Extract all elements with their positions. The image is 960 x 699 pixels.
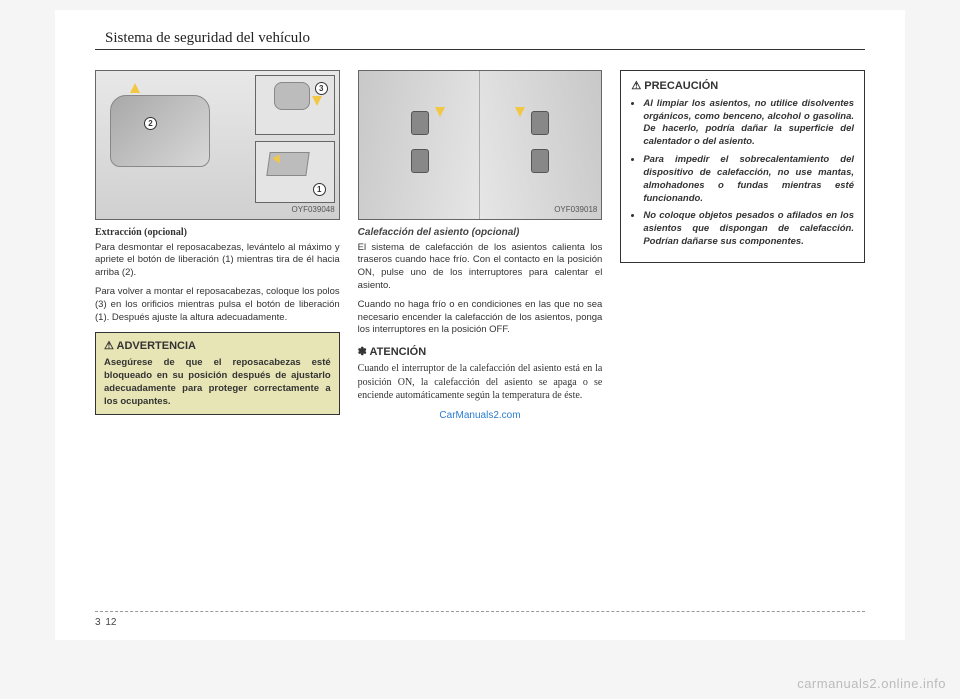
para-extract-1: Para desmontar el reposacabezas, levánte… — [95, 242, 340, 280]
warning-title: ADVERTENCIA — [104, 339, 331, 354]
page-num: 12 — [105, 617, 116, 628]
para-heater-2: Cuando no haga frío o en condiciones en … — [358, 299, 603, 337]
caution-box: PRECAUCIÓN Al limpiar los asientos, no u… — [620, 70, 865, 263]
arrow-down-r-icon — [515, 107, 525, 117]
marker-1: 1 — [313, 183, 326, 196]
chapter-number: 3 — [95, 617, 101, 628]
marker-2: 2 — [144, 117, 157, 130]
attention-title: ATENCIÓN — [358, 345, 603, 360]
caution-item-2: Para impedir el sobrecalentamiento del d… — [643, 154, 854, 205]
para-extract-2: Para volver a montar el reposacabezas, c… — [95, 286, 340, 324]
arrow-down-l-icon — [435, 107, 445, 117]
page-number: 3 12 — [95, 617, 116, 628]
para-heater-1: El sistema de calefacción de los asiento… — [358, 242, 603, 293]
figure-headrest: 2 3 1 OYF039048 — [95, 70, 340, 220]
content-columns: 2 3 1 OYF039048 Extracción (opcional) Pa… — [95, 70, 865, 422]
warning-text: Asegúrese de que el reposacabezas esté b… — [104, 357, 331, 408]
header-rule — [95, 49, 865, 50]
heater-switch-r2 — [531, 149, 549, 173]
door-panel-right — [480, 71, 601, 219]
manual-page: Sistema de seguridad del vehículo 2 3 1 … — [55, 10, 905, 640]
arrow-down-icon — [312, 96, 322, 106]
inset-headrest — [274, 82, 310, 110]
subhead-heater: Calefacción del asiento (opcional) — [358, 226, 603, 240]
warning-box: ADVERTENCIA Asegúrese de que el reposaca… — [95, 332, 340, 415]
inset-top: 3 — [255, 75, 335, 135]
column-3: PRECAUCIÓN Al limpiar los asientos, no u… — [620, 70, 865, 422]
caution-title: PRECAUCIÓN — [631, 79, 854, 94]
footer-rule — [95, 611, 865, 612]
attention-text: Cuando el interruptor de la calefacción … — [358, 362, 603, 403]
column-2: OYF039018 Calefacción del asiento (opcio… — [358, 70, 603, 422]
headrest-shape — [110, 95, 210, 167]
heater-switch-l2 — [411, 149, 429, 173]
caution-list: Al limpiar los asientos, no utilice diso… — [631, 98, 854, 249]
figure-label: OYF039048 — [292, 205, 335, 216]
caution-item-3: No coloque objetos pesados o afilados en… — [643, 210, 854, 248]
subhead-extraction: Extracción (opcional) — [95, 226, 340, 240]
heater-switch-r1 — [531, 111, 549, 135]
heater-switch-l1 — [411, 111, 429, 135]
inset-bottom: 1 — [255, 141, 335, 203]
section-title: Sistema de seguridad del vehículo — [95, 30, 865, 47]
inset-release — [266, 152, 309, 176]
source-link[interactable]: CarManuals2.com — [358, 409, 603, 423]
column-1: 2 3 1 OYF039048 Extracción (opcional) Pa… — [95, 70, 340, 422]
figure-seat-heater: OYF039018 — [358, 70, 603, 220]
marker-3: 3 — [315, 82, 328, 95]
arrow-up-icon — [130, 83, 140, 93]
caution-item-1: Al limpiar los asientos, no utilice diso… — [643, 98, 854, 149]
figure-label-2: OYF039018 — [554, 205, 597, 216]
door-panel-left — [359, 71, 480, 219]
